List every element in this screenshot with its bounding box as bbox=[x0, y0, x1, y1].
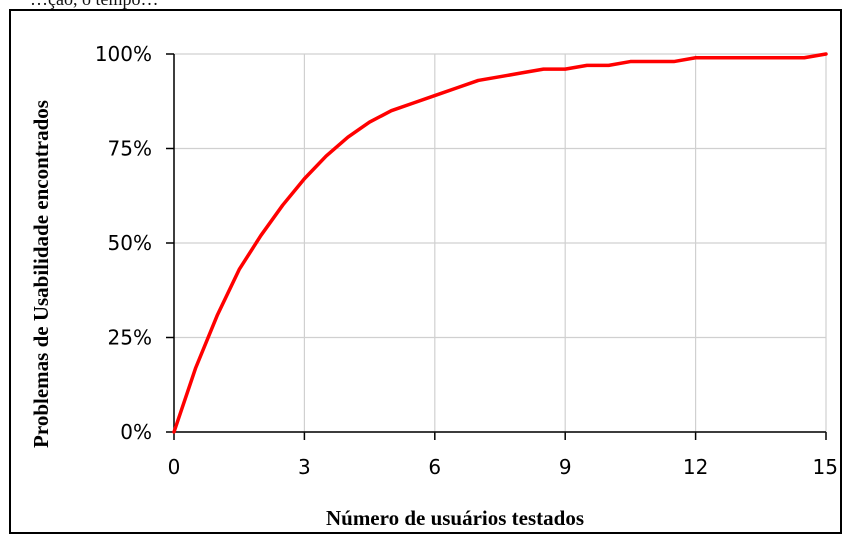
y-axis-ticks: 0% 25% 50% 75% 100% bbox=[95, 42, 152, 444]
series-line bbox=[172, 52, 828, 434]
x-axis-title: Número de usuários testados bbox=[326, 506, 584, 530]
grid-layer bbox=[166, 53, 827, 440]
x-tick-label: 0 bbox=[168, 455, 181, 479]
y-tick-label: 25% bbox=[108, 326, 152, 350]
y-axis-title: Problemas de Usabilidade encontrados bbox=[29, 100, 53, 448]
x-tick-label: 15 bbox=[813, 455, 838, 479]
x-tick-label: 6 bbox=[428, 455, 441, 479]
y-tick-label: 0% bbox=[120, 420, 152, 444]
series-layer bbox=[172, 52, 828, 434]
x-tick-label: 9 bbox=[559, 455, 572, 479]
x-tick-label: 3 bbox=[298, 455, 311, 479]
x-tick-label: 12 bbox=[683, 455, 708, 479]
x-axis-ticks: 0 3 6 9 12 15 bbox=[168, 455, 838, 479]
y-tick-label: 100% bbox=[95, 42, 152, 66]
caption-text: …ção, o tempo… bbox=[30, 0, 158, 10]
y-tick-label: 75% bbox=[108, 137, 152, 161]
y-tick-label: 50% bbox=[108, 231, 152, 255]
